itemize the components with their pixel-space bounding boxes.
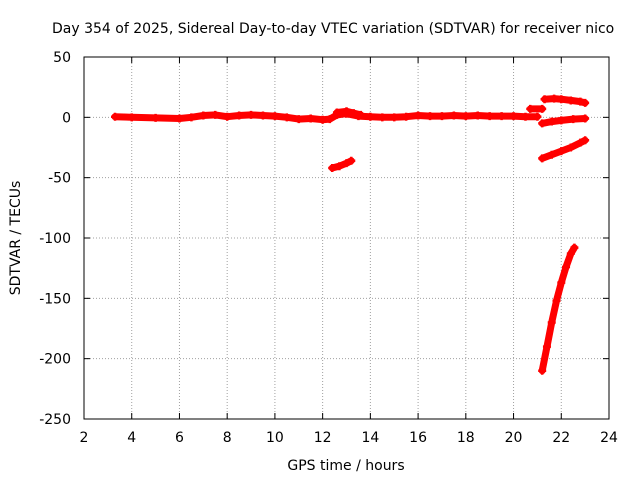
x-axis-label: GPS time / hours	[287, 458, 404, 474]
x-tick-label: 16	[409, 430, 427, 446]
data-point	[127, 113, 136, 122]
x-tick-label: 6	[175, 430, 184, 446]
tick-marks	[83, 56, 610, 420]
data-point	[175, 114, 184, 123]
data-point	[414, 111, 423, 120]
data-point	[569, 115, 578, 124]
data-point	[426, 112, 435, 121]
data-point	[509, 112, 518, 121]
data-point	[111, 112, 120, 121]
data-point	[557, 147, 566, 156]
data-point	[449, 111, 458, 120]
x-tick-label: 8	[223, 430, 232, 446]
data-point	[562, 262, 571, 271]
data-point	[199, 111, 208, 120]
data-point	[538, 104, 547, 113]
x-tick-label: 2	[80, 430, 89, 446]
data-point	[270, 112, 279, 121]
data-point	[356, 110, 365, 119]
data-point	[547, 318, 556, 327]
data-point	[566, 249, 575, 258]
data-point	[538, 119, 547, 128]
data-point	[485, 112, 494, 121]
data-point	[342, 107, 351, 116]
y-tick-label: 0	[62, 110, 71, 126]
x-tick-label: 10	[266, 430, 284, 446]
y-tick-label: -150	[39, 291, 71, 307]
data-points	[111, 94, 590, 375]
data-point	[473, 111, 482, 120]
y-tick-label: -200	[39, 352, 71, 368]
chart-title: Day 354 of 2025, Sidereal Day-to-day VTE…	[52, 21, 614, 37]
data-point	[211, 110, 220, 119]
tick-labels: 2 4 6 8 10 12 14 16 18 20 22 24500-50-100-150-200-2…	[39, 50, 618, 446]
x-tick-label: 14	[361, 430, 379, 446]
x-tick-label: 18	[457, 430, 475, 446]
data-point	[328, 164, 337, 173]
data-point	[557, 95, 566, 104]
data-point	[402, 112, 411, 121]
x-tick-label: 4	[127, 430, 136, 446]
data-point	[557, 278, 566, 287]
x-tick-label: 24	[600, 430, 618, 446]
data-point	[151, 113, 160, 122]
data-point	[247, 110, 256, 119]
data-point	[526, 104, 535, 113]
data-point	[566, 143, 575, 152]
data-point	[235, 111, 244, 120]
x-tick-label: 22	[552, 430, 570, 446]
data-point	[570, 243, 579, 252]
x-tick-label: 20	[505, 430, 523, 446]
data-point	[538, 154, 547, 163]
data-point	[437, 112, 446, 121]
data-point	[552, 296, 561, 305]
data-point	[581, 136, 590, 145]
data-point	[566, 96, 575, 105]
data-point	[306, 114, 315, 123]
data-point	[349, 109, 358, 118]
data-point	[461, 112, 470, 121]
data-point	[581, 98, 590, 107]
y-tick-label: -250	[39, 412, 71, 428]
data-point	[294, 115, 303, 124]
data-point	[576, 138, 585, 147]
data-point	[540, 95, 549, 104]
y-tick-label: -50	[48, 171, 71, 187]
y-tick-label: -100	[39, 231, 71, 247]
data-point	[521, 112, 530, 121]
data-point	[332, 108, 341, 117]
data-point	[557, 116, 566, 125]
data-point	[547, 117, 556, 126]
data-point	[366, 112, 375, 121]
data-point	[318, 115, 327, 124]
data-point	[390, 113, 399, 122]
data-point	[258, 111, 267, 120]
data-point	[547, 150, 556, 159]
y-axis-label: SDTVAR / TECUs	[8, 181, 24, 296]
data-point	[378, 113, 387, 122]
x-tick-label: 12	[314, 430, 332, 446]
data-point	[187, 113, 196, 122]
data-point	[538, 366, 547, 375]
data-point	[342, 159, 351, 168]
data-point	[347, 156, 356, 165]
y-tick-label: 50	[53, 50, 71, 66]
data-point	[542, 342, 551, 351]
data-point	[581, 114, 590, 123]
data-point	[550, 94, 559, 103]
data-point	[325, 115, 334, 124]
data-point	[497, 112, 506, 121]
data-point	[282, 113, 291, 122]
data-point	[223, 112, 232, 121]
data-point	[533, 112, 542, 121]
data-point	[335, 162, 344, 171]
